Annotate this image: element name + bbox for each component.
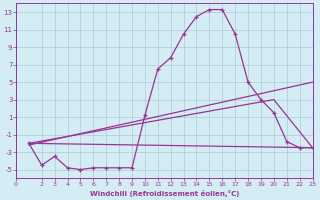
X-axis label: Windchill (Refroidissement éolien,°C): Windchill (Refroidissement éolien,°C) (90, 190, 239, 197)
